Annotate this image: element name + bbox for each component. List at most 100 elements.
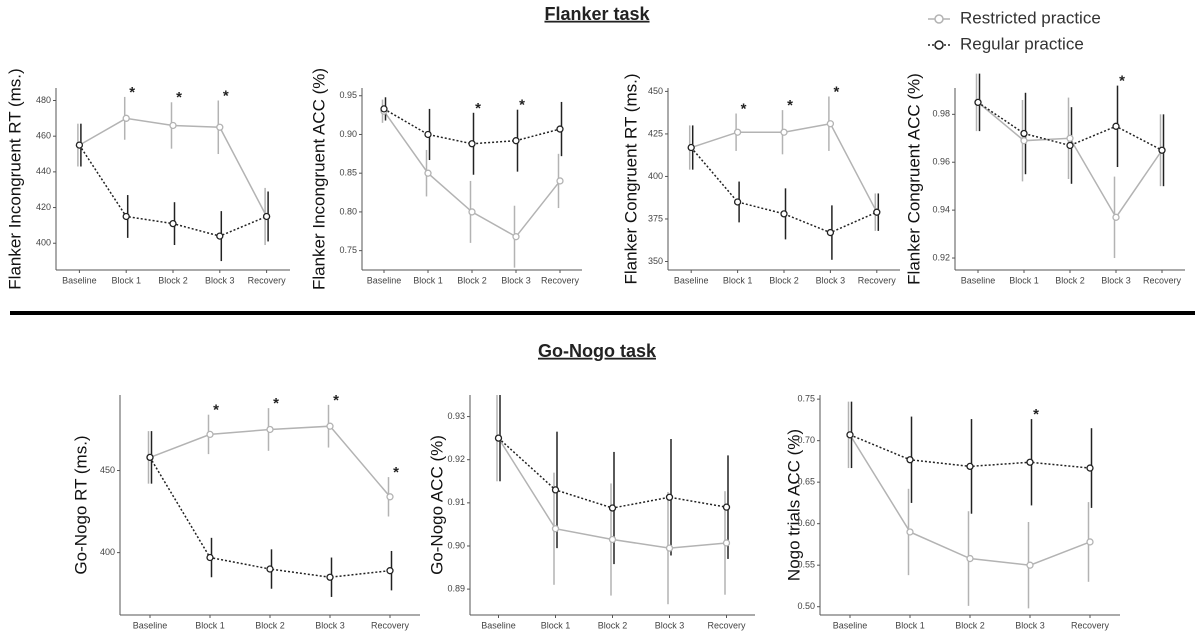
point [826, 120, 835, 128]
point [386, 567, 394, 575]
point [846, 431, 854, 439]
y-tick-label: 400 [36, 238, 51, 248]
point [722, 503, 731, 511]
point [556, 177, 564, 185]
significance-mark: * [129, 84, 135, 101]
point [206, 430, 214, 439]
x-tick-label: Block 1 [1009, 275, 1039, 285]
point [326, 573, 334, 581]
point [966, 554, 974, 563]
point [146, 453, 154, 462]
point [722, 539, 731, 547]
point [733, 198, 742, 206]
y-tick-label: 375 [648, 213, 663, 223]
point [169, 219, 177, 228]
point [122, 212, 130, 221]
series-line [977, 101, 1163, 151]
section-heading: Go-Nogo task [538, 341, 657, 361]
point [1020, 137, 1028, 145]
significance-mark: * [1033, 406, 1039, 423]
significance-mark: * [393, 464, 399, 481]
point [75, 141, 84, 149]
x-tick-label: Block 2 [255, 620, 285, 630]
significance-mark: * [273, 395, 279, 412]
x-tick-label: Block 1 [541, 620, 571, 630]
y-axis-label: Go-Nogo ACC (%) [427, 435, 446, 575]
y-tick-label: 0.91 [447, 497, 465, 507]
x-tick-label: Block 2 [955, 620, 985, 630]
y-tick-label: 420 [36, 202, 51, 212]
x-tick-label: Baseline [674, 275, 709, 285]
point [266, 565, 274, 573]
x-tick-label: Recovery [858, 275, 897, 285]
point [551, 525, 560, 533]
y-tick-label: 0.60 [797, 518, 815, 528]
point [424, 130, 432, 139]
y-tick-label: 0.95 [339, 90, 357, 100]
point [966, 462, 974, 471]
point [1066, 141, 1074, 150]
point [468, 140, 476, 148]
x-tick-label: Recovery [707, 620, 746, 630]
point [556, 125, 564, 133]
point [326, 422, 334, 430]
x-tick-label: Baseline [833, 620, 868, 630]
x-tick-label: Recovery [1071, 620, 1110, 630]
x-tick-label: Block 3 [816, 275, 846, 285]
point [262, 212, 271, 221]
point [1026, 561, 1034, 569]
point [216, 232, 224, 240]
y-tick-label: 0.90 [447, 540, 465, 550]
significance-mark: * [223, 87, 229, 104]
point [665, 544, 674, 552]
point [780, 210, 788, 218]
y-axis-label: Flanker Incongruent ACC (%) [309, 68, 328, 290]
y-tick-label: 0.75 [797, 394, 815, 404]
point [1086, 464, 1094, 472]
point [494, 434, 503, 442]
point [122, 114, 130, 122]
y-tick-label: 0.80 [339, 206, 357, 216]
point [733, 128, 742, 136]
point [826, 228, 835, 237]
significance-mark: * [741, 100, 747, 117]
y-tick-label: 0.92 [932, 252, 950, 262]
y-tick-label: 0.90 [339, 129, 357, 139]
section-heading: Flanker task [544, 4, 650, 24]
point [266, 425, 274, 434]
significance-mark: * [1119, 73, 1125, 90]
y-tick-label: 0.96 [932, 157, 950, 167]
x-tick-label: Block 2 [457, 275, 487, 285]
y-tick-label: 0.89 [447, 583, 465, 593]
point [1112, 122, 1120, 130]
point [873, 208, 881, 216]
x-tick-label: Baseline [367, 275, 402, 285]
significance-mark: * [213, 402, 219, 419]
y-tick-label: 0.93 [447, 411, 465, 421]
x-tick-label: Block 3 [205, 275, 235, 285]
y-tick-label: 0.65 [797, 477, 815, 487]
point [512, 137, 520, 145]
y-axis-label: Flanker Congruent RT (ms.) [621, 74, 640, 285]
y-axis-label: Go-Nogo RT (ms.) [71, 435, 90, 574]
point [906, 528, 914, 536]
y-tick-label: 460 [36, 131, 51, 141]
point [206, 553, 214, 562]
point [1020, 129, 1028, 138]
point [687, 143, 695, 152]
x-tick-label: Block 2 [158, 275, 188, 285]
x-tick-label: Block 3 [1101, 275, 1131, 285]
point [551, 486, 560, 494]
y-tick-label: 0.70 [797, 435, 815, 445]
x-tick-label: Block 2 [1055, 275, 1085, 285]
y-tick-label: 450 [648, 86, 663, 96]
x-tick-label: Block 3 [1015, 620, 1045, 630]
point [780, 128, 788, 136]
x-tick-label: Block 3 [501, 275, 531, 285]
y-tick-label: 0.75 [339, 245, 357, 255]
series-line [383, 108, 561, 145]
x-tick-label: Recovery [371, 620, 410, 630]
significance-mark: * [787, 97, 793, 114]
